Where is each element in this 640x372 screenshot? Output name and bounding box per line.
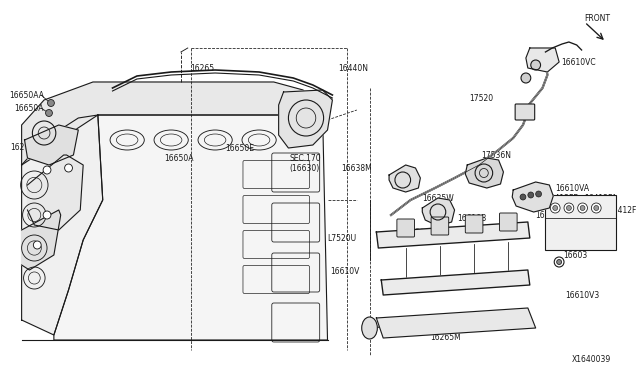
- Text: 16610VC: 16610VC: [561, 58, 596, 67]
- Text: 16412F: 16412F: [608, 205, 636, 215]
- Polygon shape: [22, 115, 103, 335]
- Circle shape: [45, 109, 52, 116]
- Text: 24271Y: 24271Y: [376, 321, 405, 330]
- Text: 16638M: 16638M: [340, 164, 371, 173]
- Polygon shape: [376, 222, 530, 248]
- Circle shape: [564, 203, 574, 213]
- Polygon shape: [24, 125, 78, 165]
- Text: 16610B: 16610B: [458, 214, 487, 222]
- Text: 17536N: 17536N: [481, 151, 511, 160]
- Text: SEC.170: SEC.170: [289, 154, 321, 163]
- Text: 16610V3: 16610V3: [565, 291, 599, 299]
- Circle shape: [65, 164, 72, 172]
- Circle shape: [580, 205, 585, 211]
- Text: 16650AA: 16650AA: [9, 90, 44, 99]
- Circle shape: [553, 205, 557, 211]
- FancyBboxPatch shape: [515, 104, 534, 120]
- Ellipse shape: [362, 317, 378, 339]
- Text: 16440N: 16440N: [339, 64, 368, 73]
- Text: (16630): (16630): [289, 164, 319, 173]
- Polygon shape: [512, 182, 553, 212]
- Text: 16650A: 16650A: [164, 154, 194, 163]
- FancyBboxPatch shape: [499, 213, 517, 231]
- Polygon shape: [422, 198, 454, 226]
- Text: FRONT: FRONT: [584, 13, 611, 22]
- Circle shape: [43, 211, 51, 219]
- FancyBboxPatch shape: [465, 215, 483, 233]
- Circle shape: [43, 166, 51, 174]
- Bar: [545, 195, 616, 250]
- Polygon shape: [526, 48, 559, 72]
- Text: 16412FB: 16412FB: [545, 193, 579, 202]
- Polygon shape: [389, 165, 420, 192]
- Text: 16265: 16265: [191, 64, 215, 73]
- Polygon shape: [22, 82, 323, 165]
- Text: 16635W: 16635W: [422, 193, 454, 202]
- Circle shape: [33, 241, 41, 249]
- Polygon shape: [381, 270, 530, 295]
- Polygon shape: [465, 158, 504, 188]
- Circle shape: [521, 73, 531, 83]
- Polygon shape: [28, 155, 83, 230]
- Polygon shape: [22, 210, 61, 270]
- Circle shape: [531, 60, 541, 70]
- Text: L7520U: L7520U: [328, 234, 357, 243]
- Text: X1640039: X1640039: [572, 356, 611, 365]
- Circle shape: [536, 191, 541, 197]
- Polygon shape: [54, 115, 328, 340]
- Circle shape: [578, 203, 588, 213]
- Circle shape: [566, 205, 572, 211]
- Circle shape: [520, 194, 526, 200]
- Circle shape: [591, 203, 601, 213]
- Text: 16610Q: 16610Q: [536, 211, 566, 219]
- Text: 16650A: 16650A: [15, 103, 44, 112]
- Circle shape: [554, 257, 564, 267]
- Circle shape: [47, 99, 54, 106]
- FancyBboxPatch shape: [397, 219, 415, 237]
- Text: 16265M: 16265M: [430, 334, 461, 343]
- Circle shape: [557, 260, 561, 264]
- Text: 16610V: 16610V: [330, 267, 360, 276]
- FancyBboxPatch shape: [431, 217, 449, 235]
- Polygon shape: [278, 90, 332, 148]
- Text: 16650E: 16650E: [225, 144, 254, 153]
- Text: 16610VA: 16610VA: [556, 183, 589, 192]
- Polygon shape: [376, 308, 536, 338]
- Text: 16412FA: 16412FA: [584, 193, 618, 202]
- Text: 16264V: 16264V: [10, 142, 39, 151]
- Circle shape: [528, 192, 534, 198]
- Text: 17520: 17520: [470, 93, 493, 103]
- Text: 16610X: 16610X: [411, 228, 440, 237]
- Circle shape: [550, 203, 560, 213]
- Text: 16603: 16603: [563, 250, 588, 260]
- Circle shape: [594, 205, 598, 211]
